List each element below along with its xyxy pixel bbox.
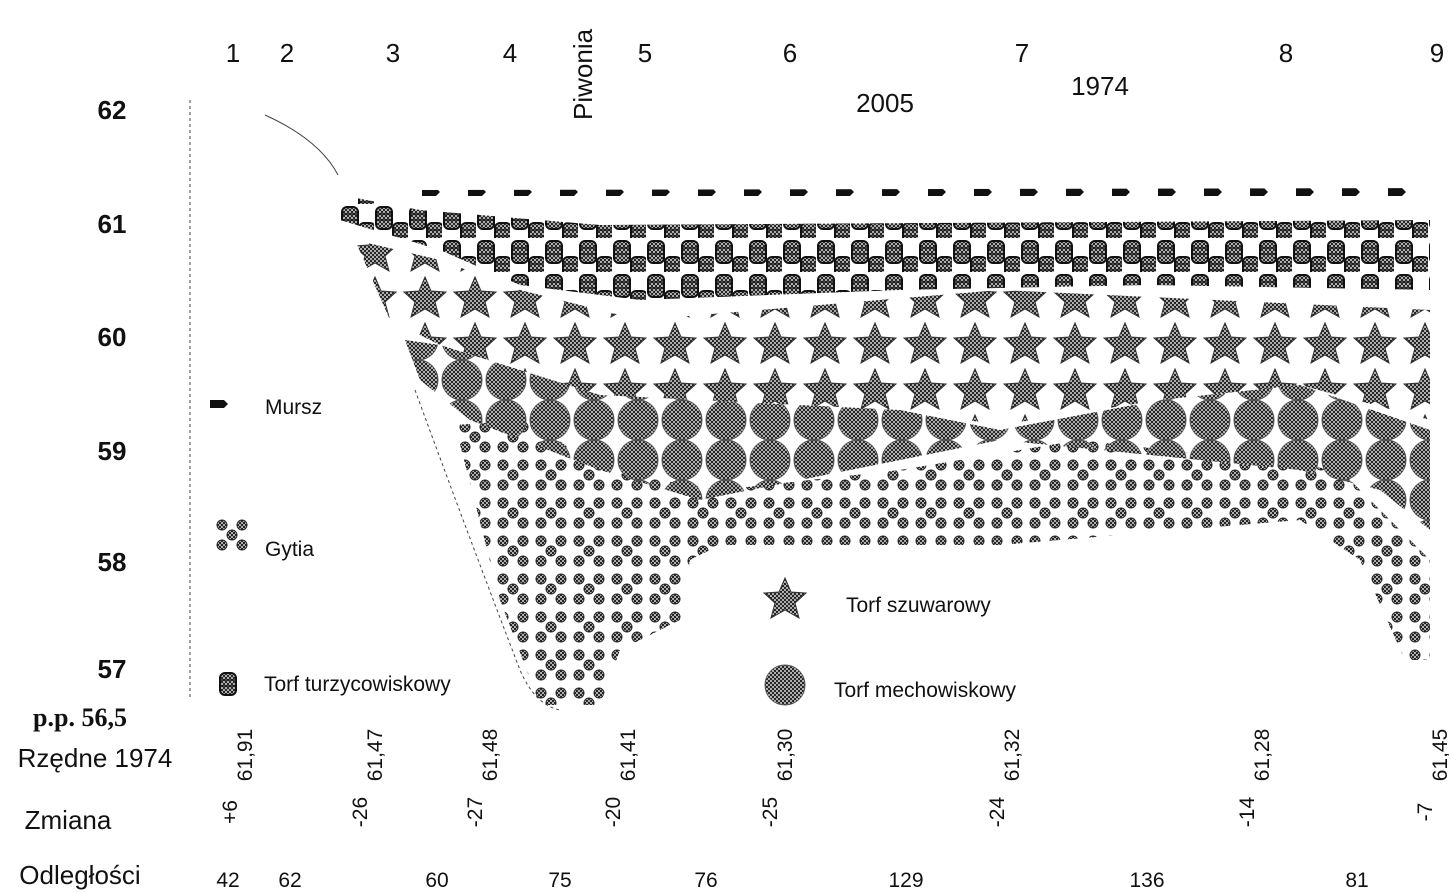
zmiana-value: -7 — [1414, 803, 1437, 822]
borehole-label: 6 — [783, 38, 797, 68]
zmiana-value: +6 — [219, 800, 242, 824]
row-label: Odległości — [19, 860, 140, 890]
cross-section: 1 2 3 4 Piwonia 5 6 7 8 9 2005 1974 62 61 60 59 58 57 p.p.… — [0, 0, 1449, 893]
y-label: 62 — [98, 95, 127, 125]
legend-label: Torf mechowiskowy — [834, 679, 1017, 702]
rzedne-value: 61,32 — [1001, 729, 1024, 782]
y-label: 61 — [98, 209, 127, 239]
borehole-label: 2 — [280, 38, 294, 68]
row-label: Rzędne 1974 — [18, 743, 173, 773]
rzedne-value: 61,30 — [774, 729, 797, 782]
base-label: p.p. 56,5 — [33, 703, 127, 732]
y-label: 58 — [98, 547, 127, 577]
legend-label: Mursz — [265, 396, 322, 419]
rzedne-value: 61,47 — [364, 729, 387, 782]
year-label: 1974 — [1071, 71, 1129, 101]
zmiana-value: -27 — [464, 797, 487, 827]
row-label: Zmiana — [25, 805, 112, 835]
legend-label: Gytia — [265, 538, 314, 561]
legend-label: Torf turzycowiskowy — [264, 673, 451, 696]
rzedne-value: 61,45 — [1429, 729, 1449, 782]
zmiana-value: -14 — [1236, 797, 1259, 828]
y-label: 60 — [98, 322, 127, 352]
y-label: 59 — [98, 436, 127, 466]
borehole-label: 1 — [226, 38, 240, 68]
distance-value: 42 — [216, 869, 239, 892]
rzedne-value: 61,28 — [1251, 729, 1274, 782]
distance-value: 129 — [888, 869, 923, 892]
borehole-label: 9 — [1430, 38, 1444, 68]
borehole-label: 5 — [638, 38, 652, 68]
distance-value: 60 — [425, 869, 448, 892]
rzedne-value: 61,91 — [234, 729, 257, 782]
mursz-layer — [415, 188, 1430, 215]
zmiana-value: -26 — [349, 797, 372, 827]
year-label: 2005 — [856, 88, 914, 118]
distance-value: 81 — [1345, 869, 1368, 892]
borehole-label: Piwonia — [568, 28, 598, 120]
rzedne-value: 61,48 — [479, 729, 502, 782]
distance-value: 76 — [694, 869, 717, 892]
legend-label: Torf szuwarowy — [846, 594, 991, 617]
distance-value: 75 — [548, 869, 571, 892]
zmiana-value: -24 — [986, 797, 1009, 828]
zmiana-value: -25 — [759, 797, 782, 827]
borehole-label: 3 — [386, 38, 400, 68]
distance-value: 136 — [1129, 869, 1164, 892]
borehole-label: 8 — [1279, 38, 1293, 68]
distance-value: 62 — [278, 869, 301, 892]
y-label: 57 — [98, 654, 127, 684]
borehole-label: 4 — [503, 38, 517, 68]
borehole-label: 7 — [1015, 38, 1029, 68]
rzedne-value: 61,41 — [617, 729, 640, 782]
zmiana-value: -20 — [602, 797, 625, 827]
surface-line — [265, 115, 338, 175]
